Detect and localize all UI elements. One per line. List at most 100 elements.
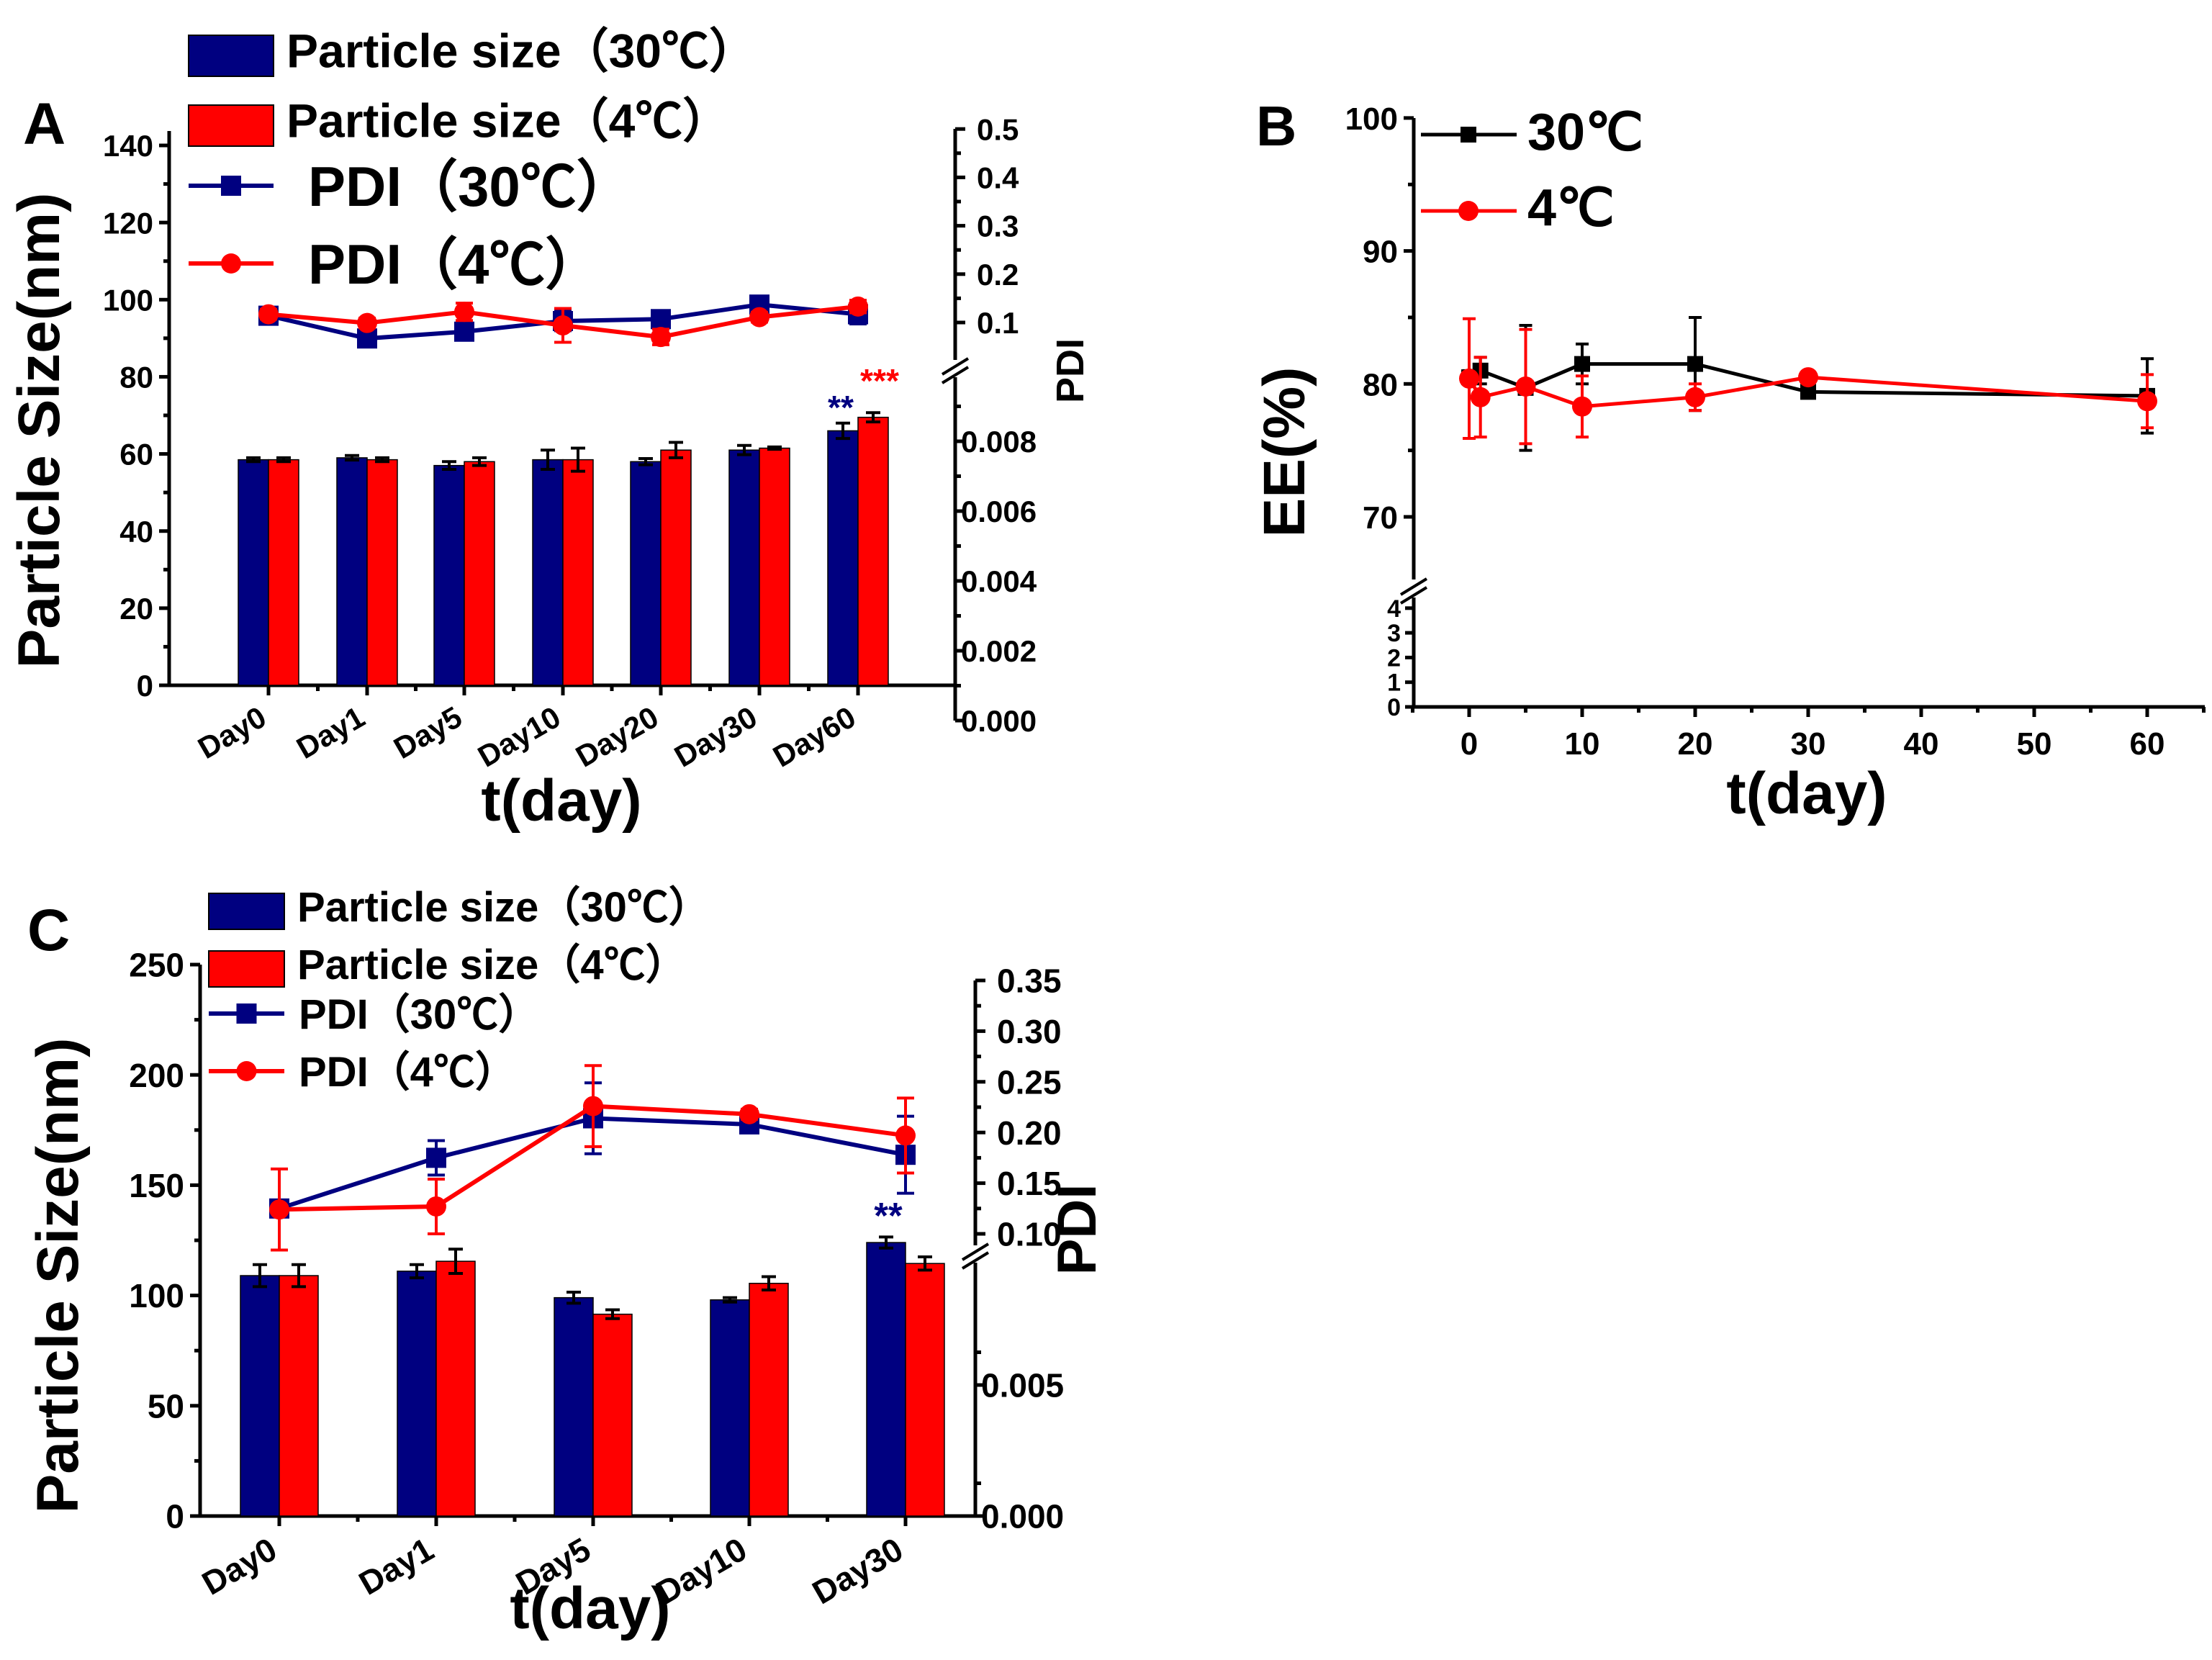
significance-marker: *** [860, 362, 899, 400]
bar-30c [240, 1275, 280, 1517]
legend-marker-0 [1461, 127, 1476, 143]
ee-point [1572, 396, 1592, 417]
ee-point [1574, 356, 1590, 372]
y-tick-label: 1 [1387, 669, 1401, 697]
y-tick-label: 0 [1387, 694, 1401, 721]
pdi-point [553, 315, 573, 336]
x-tick-label: Day1 [353, 1530, 440, 1602]
legend-label: PDI（30℃） [308, 155, 633, 218]
y-tick-label: 70 [1363, 500, 1398, 536]
y-right-tick-label: 0.008 [961, 425, 1037, 459]
y-tick-label: 80 [1363, 367, 1398, 402]
pdi-point [651, 309, 671, 330]
pdi-point [895, 1125, 916, 1146]
bar-4c [562, 459, 594, 686]
axis-break-mark [961, 1251, 990, 1270]
y-right-tick-label: 0.30 [997, 1013, 1062, 1050]
legend-marker-2 [221, 176, 241, 196]
bar-30c [238, 459, 269, 686]
ee-point [1470, 387, 1491, 407]
y-right-tick-label: 0.002 [961, 634, 1037, 668]
x-tick-label: 0 [1461, 726, 1478, 762]
legend-swatch-0 [208, 893, 285, 930]
x-tick-label: Day5 [388, 700, 467, 765]
pdi-point [357, 312, 377, 333]
y-tick-label: 60 [119, 438, 153, 472]
y-tick-label: 3 [1387, 620, 1401, 647]
y-tick-label: 0 [166, 1498, 184, 1535]
x-tick-label: 10 [1565, 726, 1600, 762]
y-right-tick-label: 0.5 [977, 112, 1019, 146]
pdi-point [426, 1147, 446, 1168]
bar-4c [435, 1260, 476, 1517]
legend-marker-1 [1458, 201, 1479, 221]
pdi-point [269, 1199, 289, 1220]
legend-label: PDI（30℃） [299, 991, 540, 1038]
x-tick-label: Day0 [192, 700, 271, 765]
bar-30c [532, 459, 564, 686]
y-right-tick-label: 0.4 [977, 161, 1019, 195]
y-right-tick-label: 0.000 [981, 1498, 1064, 1535]
axis-break-mark [1399, 586, 1428, 605]
y-axis-title: Particle Size(nm) [25, 1038, 91, 1514]
x-tick-label: Day60 [767, 700, 862, 774]
pdi-point [651, 327, 671, 348]
bar-30c [630, 461, 662, 686]
x-tick-label: Day20 [570, 700, 664, 774]
y-tick-label: 100 [129, 1277, 184, 1314]
significance-marker: ** [828, 389, 854, 426]
ee-point [1685, 387, 1705, 407]
y-tick-label: 100 [1345, 102, 1398, 137]
y-tick-label: 250 [129, 947, 184, 984]
axis-break-mark [941, 357, 970, 376]
y-right-tick-label: 0.3 [977, 209, 1019, 243]
y-tick-label: 150 [129, 1167, 184, 1204]
legend-swatch-0 [188, 35, 274, 77]
x-tick-label: 60 [2130, 726, 2165, 762]
y-tick-label: 4 [1387, 595, 1401, 623]
panel-label: C [27, 898, 70, 963]
x-tick-label: 40 [1904, 726, 1939, 762]
bar-4c [464, 461, 495, 686]
y-tick-label: 20 [119, 592, 153, 626]
y-right-tick-label: 0.10 [997, 1216, 1062, 1253]
legend-swatch-1 [188, 104, 274, 147]
x-axis-title: t(day) [510, 1576, 670, 1641]
y-tick-label: 90 [1363, 235, 1398, 270]
panel-label: B [1256, 94, 1296, 158]
legend-label: Particle size（30℃） [286, 24, 757, 77]
bar-30c [866, 1242, 906, 1517]
y-right-tick-label: 0.2 [977, 258, 1019, 292]
bar-30c [554, 1296, 594, 1517]
ee-point [2137, 391, 2157, 412]
axis-break-mark [941, 366, 970, 384]
legend-label: Particle size（4℃） [286, 94, 730, 147]
y-right-tick-label: 0.006 [961, 495, 1037, 528]
pdi-point [739, 1104, 759, 1124]
x-tick-label: Day10 [472, 700, 566, 774]
y-right-tick-label: 0.35 [997, 962, 1062, 1000]
y-tick-label: 100 [103, 283, 153, 317]
y-right-tick-label: 0.000 [961, 704, 1037, 738]
pdi-point [749, 307, 769, 328]
y-right-tick-label: 0.15 [997, 1165, 1062, 1202]
x-axis-title: t(day) [481, 768, 641, 834]
y-axis-title: Particle Size(nm) [6, 193, 72, 669]
ee-point [1687, 356, 1703, 372]
pdi-point [583, 1096, 603, 1117]
bar-4c [366, 459, 398, 686]
bar-4c [857, 416, 889, 686]
bar-30c [728, 449, 760, 686]
x-tick-label: 50 [2017, 726, 2052, 762]
bar-4c [592, 1313, 633, 1517]
y-tick-label: 40 [119, 515, 153, 549]
bar-4c [660, 449, 692, 686]
bar-4c [759, 447, 790, 686]
y-right-tick-label: 0.20 [997, 1114, 1062, 1152]
x-tick-label: Day30 [669, 700, 763, 774]
bar-4c [268, 459, 299, 686]
y-right-tick-label: 0.1 [977, 306, 1019, 340]
y-tick-label: 50 [148, 1387, 184, 1425]
legend-marker-3 [221, 253, 241, 274]
